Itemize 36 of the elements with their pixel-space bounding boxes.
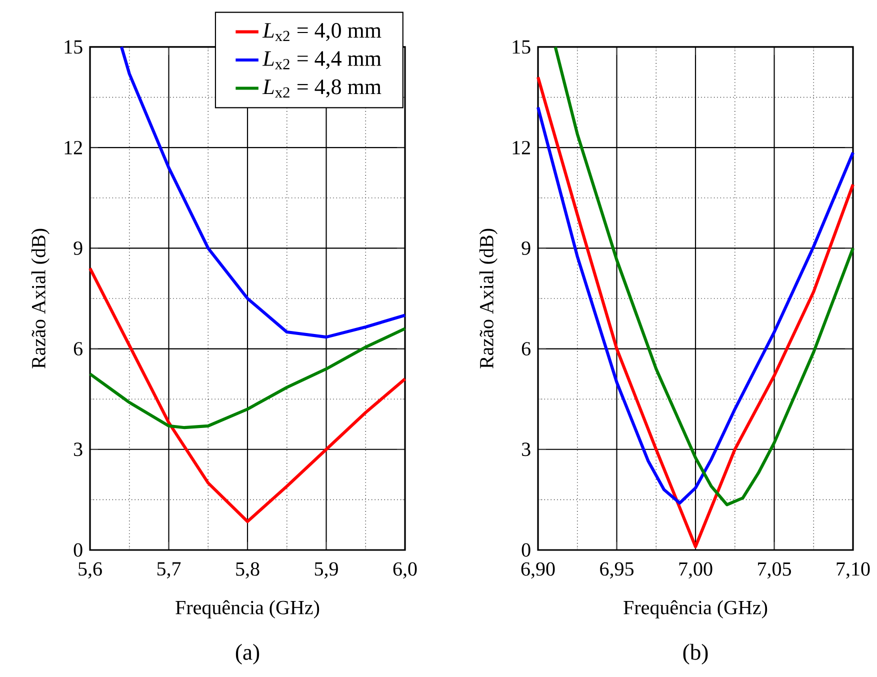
- legend-label: L$_{x2}$ = 4,0 mm: [262, 22, 382, 42]
- x-tick-label: 7,10: [836, 562, 870, 579]
- x-tick-label: 5,6: [78, 562, 102, 579]
- y-tick-label: 9: [74, 241, 82, 255]
- x-tick-label: 7,00: [679, 562, 712, 579]
- text: (a): [236, 644, 260, 664]
- x-tick-label: 5,7: [157, 562, 181, 578]
- y-tick-label: 6: [522, 342, 530, 356]
- text: (b): [683, 644, 708, 664]
- line-series: [88, 327, 407, 430]
- y-tick-label: 0: [522, 543, 530, 557]
- line-series: [536, 106, 855, 505]
- line-series: [554, 45, 855, 506]
- x-tick-label: 7,05: [758, 562, 791, 579]
- legend-label: L$_{x2}$ = 4,8 mm: [262, 79, 382, 98]
- x-tick-label: 6,90: [521, 562, 555, 579]
- x-axis-title: Frequência (GHz): [624, 600, 768, 618]
- y-tick-label: 9: [522, 241, 530, 255]
- y-tick-label: 15: [64, 40, 82, 54]
- y-tick-label: 12: [512, 140, 530, 154]
- x-tick-label: 5,8: [236, 562, 260, 579]
- x-tick-label: 6,0: [393, 562, 417, 579]
- y-tick-label: 3: [74, 442, 82, 456]
- y-tick-label: 6: [74, 342, 82, 356]
- y-axis-title: Razão Axial (dB): [31, 228, 50, 368]
- x-tick-label: 6,95: [600, 562, 634, 579]
- legend-label: L$_{x2}$ = 4,4 mm: [262, 51, 382, 70]
- line-series: [536, 76, 855, 548]
- x-tick-label: 5,9: [314, 562, 338, 579]
- x-axis-title: Frequência (GHz): [176, 600, 320, 618]
- y-tick-label: 3: [522, 442, 530, 456]
- y-tick-label: 12: [64, 140, 82, 154]
- y-tick-label: 0: [74, 543, 82, 557]
- line-series: [120, 45, 407, 339]
- y-axis-title: Razão Axial (dB): [479, 228, 498, 368]
- y-tick-label: 15: [512, 40, 530, 54]
